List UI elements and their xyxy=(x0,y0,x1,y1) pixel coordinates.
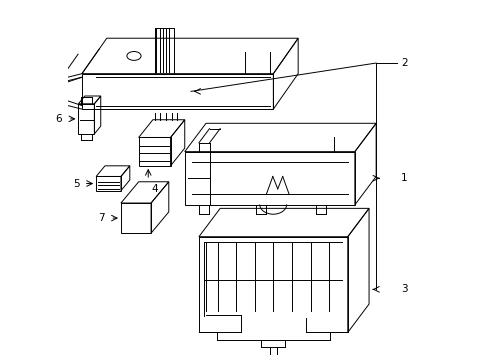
Text: 4: 4 xyxy=(152,184,158,194)
Text: 1: 1 xyxy=(401,173,408,183)
Text: 6: 6 xyxy=(55,114,62,124)
Text: 3: 3 xyxy=(401,284,408,294)
Text: 5: 5 xyxy=(73,179,80,189)
Text: 2: 2 xyxy=(401,58,408,68)
Text: 7: 7 xyxy=(98,213,104,223)
